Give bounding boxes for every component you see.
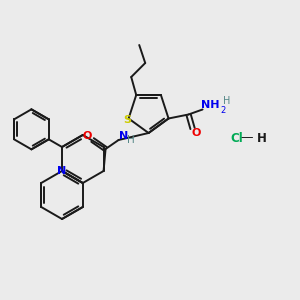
Text: O: O — [83, 131, 92, 141]
Text: N: N — [119, 131, 128, 141]
Text: NH: NH — [201, 100, 220, 110]
Text: H: H — [127, 135, 134, 145]
Text: S: S — [124, 116, 132, 125]
Text: Cl: Cl — [230, 131, 243, 145]
Text: H: H — [257, 131, 267, 145]
Text: 2: 2 — [220, 106, 225, 115]
Text: O: O — [192, 128, 201, 139]
Text: —: — — [241, 131, 253, 145]
Text: H: H — [223, 97, 230, 106]
Text: N: N — [57, 166, 67, 176]
